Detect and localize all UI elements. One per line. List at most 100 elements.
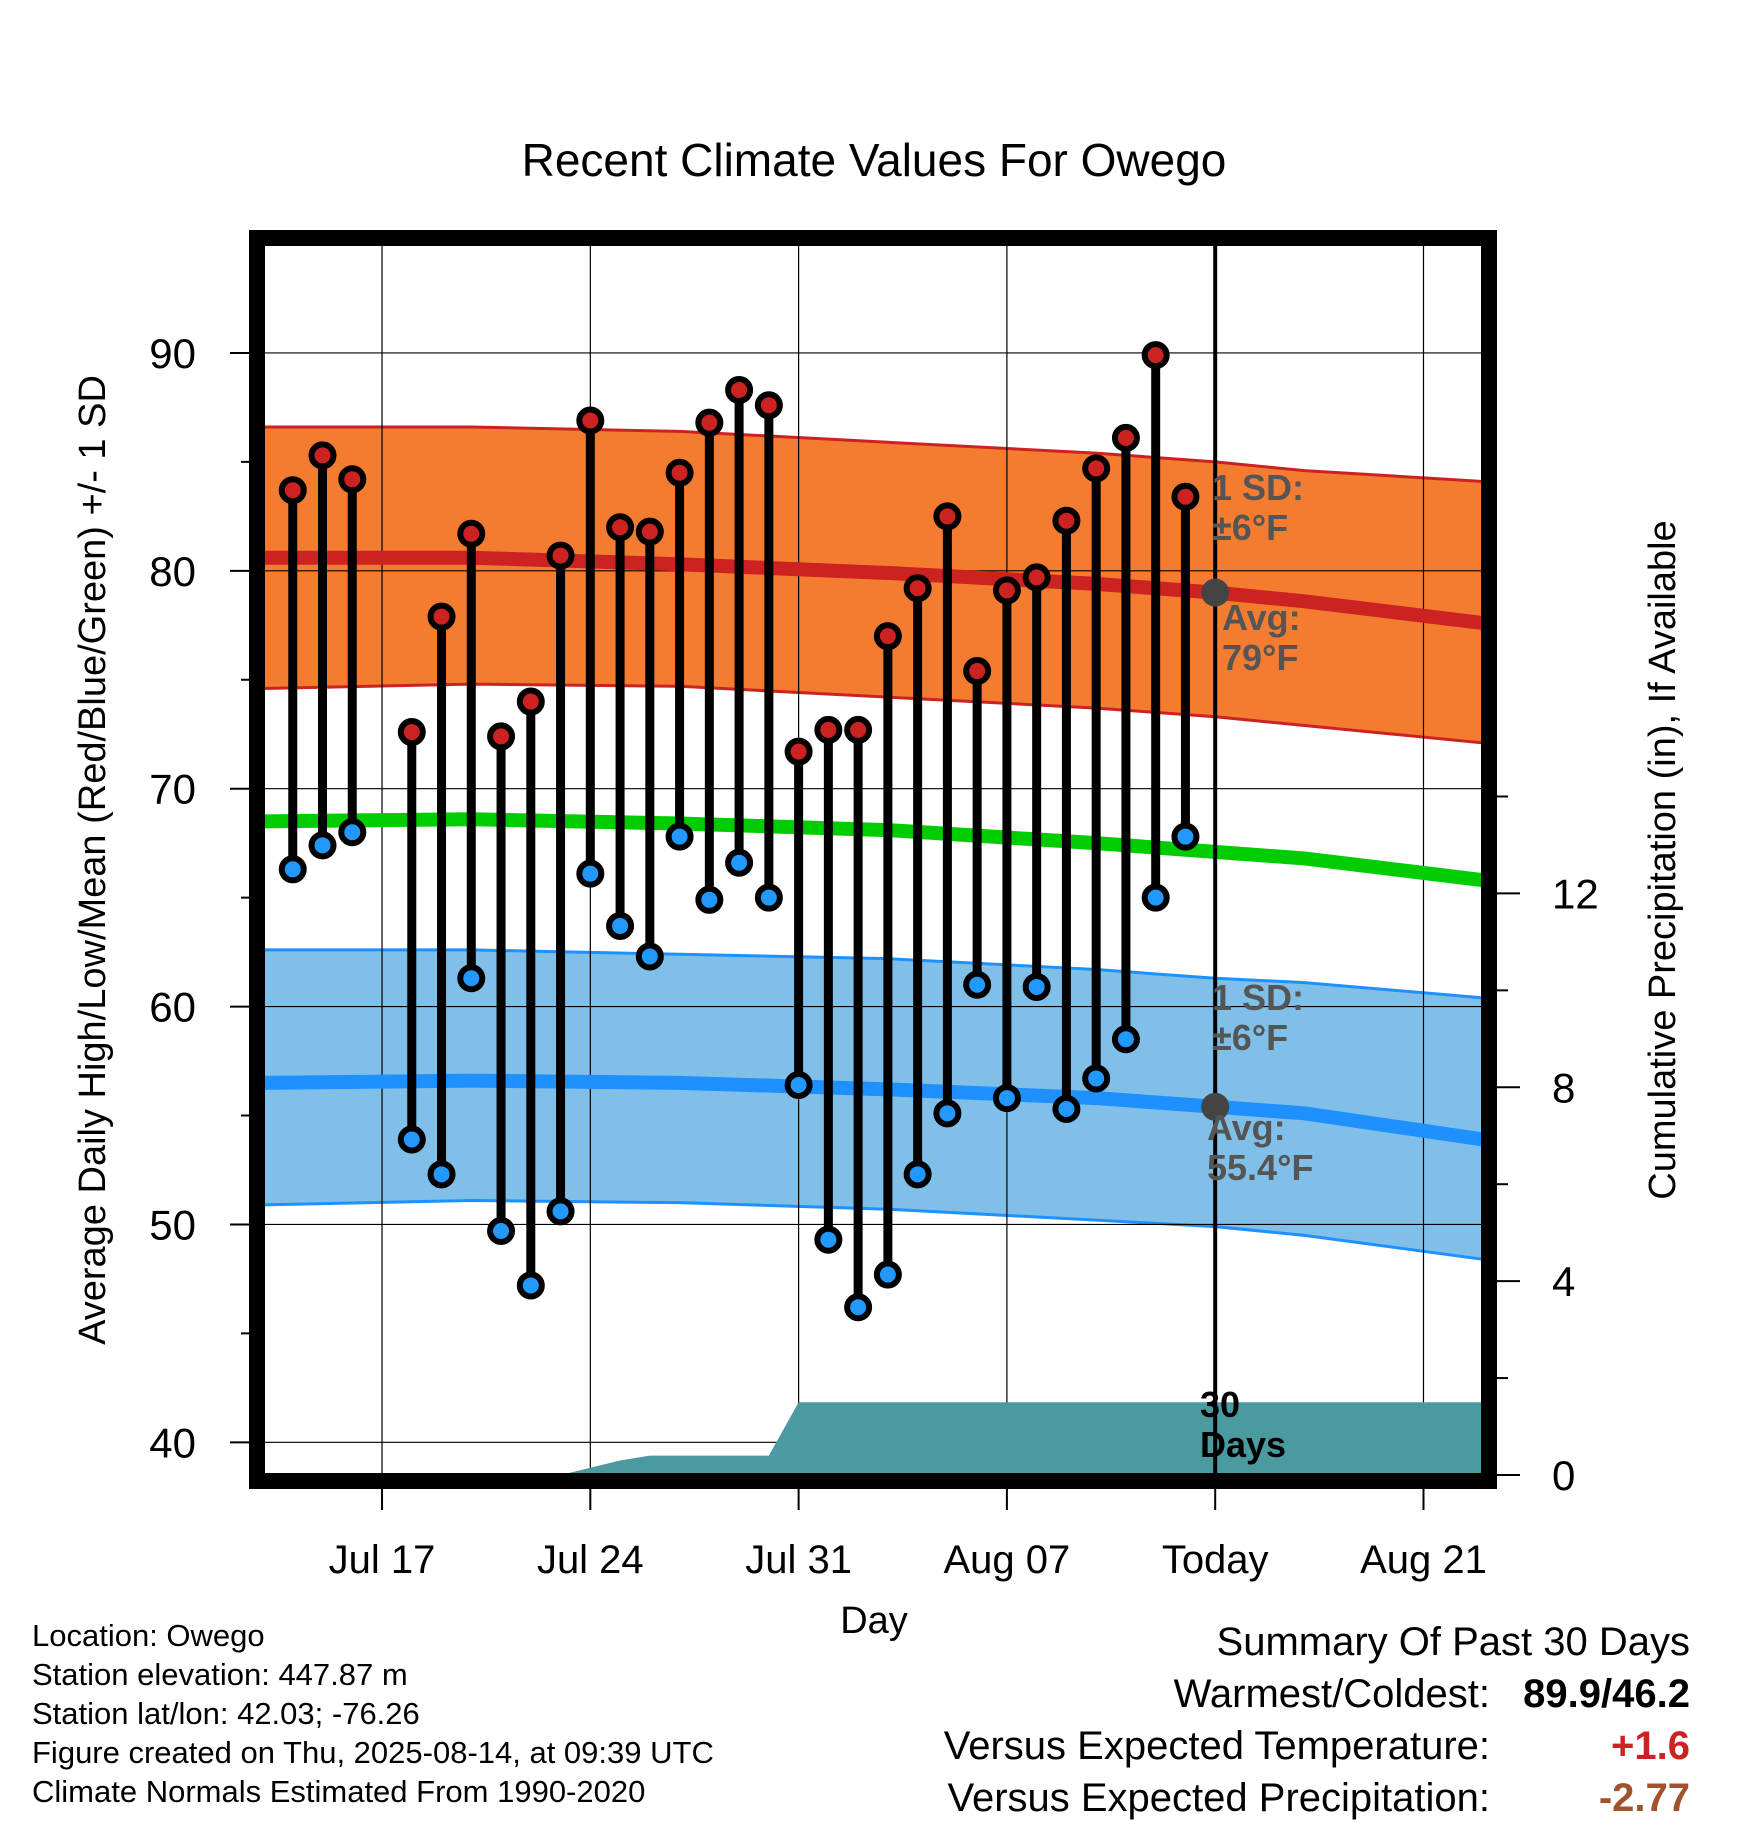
daily-low-marker — [873, 1260, 902, 1289]
daily-high-marker — [546, 541, 575, 570]
chart-title: Recent Climate Values For Owego — [522, 134, 1227, 186]
y-tick-label: 50 — [149, 1201, 196, 1248]
y-axis-label: Average Daily High/Low/Mean (Red/Blue/Gr… — [72, 375, 114, 1345]
normal-mean-line — [262, 812, 1484, 888]
daily-low-marker — [814, 1225, 843, 1254]
warm-value: 89.9/46.2 — [1523, 1672, 1690, 1716]
daily-high-marker — [844, 715, 873, 744]
daily-high-marker — [576, 406, 605, 435]
daily-observations — [278, 341, 1200, 1322]
low-sd-band — [263, 949, 1483, 1260]
summary-heading: Summary Of Past 30 Days — [1216, 1620, 1690, 1664]
x-tick-label: Jul 31 — [745, 1538, 852, 1582]
daily-high-marker — [963, 657, 992, 686]
x-tick-label: Today — [1162, 1538, 1269, 1582]
summary-precip-row: Versus Expected Precipitation: -2.77 — [944, 1772, 1690, 1824]
high-avg-annotation-line: Avg: — [1222, 597, 1301, 638]
daily-low-marker — [1022, 972, 1051, 1001]
daily-high-marker — [635, 517, 664, 546]
daily-high-marker — [278, 476, 307, 505]
normal-lines — [262, 550, 1485, 1147]
daily-low-marker — [308, 831, 337, 860]
temp-value: +1.6 — [1611, 1724, 1690, 1768]
daily-low-marker — [606, 911, 635, 940]
low-avg-annotation-line: 55.4°F — [1207, 1147, 1313, 1188]
axis-ticks: 40 50 60 70 80 90 0 4 8 12 Jul 17 Jul 24 Jul 31 Aug 0… — [149, 330, 1598, 1582]
daily-low-marker — [844, 1293, 873, 1322]
plot-border — [249, 230, 1497, 1489]
precip-value: -2.77 — [1598, 1776, 1690, 1820]
precipitation-area — [560, 1402, 1483, 1475]
created-text: Figure created on Thu, 2025-08-14, at 09… — [32, 1735, 714, 1770]
x-tick-label: Aug 21 — [1360, 1538, 1487, 1582]
normal-high-line — [263, 550, 1484, 631]
low-sd-annotation-line: 1 SD: — [1212, 977, 1304, 1018]
daily-low-marker — [546, 1197, 575, 1226]
y2-tick-label: 4 — [1552, 1258, 1575, 1305]
daily-low-marker — [1171, 822, 1200, 851]
daily-high-marker — [487, 722, 516, 751]
precip-annotation: 30 Days — [1200, 1384, 1286, 1465]
daily-low-marker — [963, 970, 992, 999]
warm-label: Warmest/Coldest: — [1173, 1672, 1490, 1716]
daily-low-marker — [992, 1084, 1021, 1113]
daily-high-marker — [992, 576, 1021, 605]
today-normal-low-dot — [1201, 1092, 1230, 1121]
high-sd-annotation-line: ±6°F — [1212, 507, 1288, 548]
daily-high-marker — [338, 465, 367, 494]
low-avg-annotation-line: Avg: — [1207, 1107, 1286, 1148]
precip-label: Versus Expected Precipitation: — [947, 1776, 1490, 1820]
daily-high-marker — [933, 502, 962, 531]
low-sd-annotation: 1 SD: ±6°F — [1212, 977, 1304, 1058]
low-avg-annotation: Avg: 55.4°F — [1207, 1107, 1313, 1188]
daily-low-marker — [784, 1071, 813, 1100]
low-sd-lower-edge — [262, 1198, 1484, 1261]
y-tick-label: 40 — [149, 1419, 196, 1466]
precip-annotation-line: Days — [1200, 1424, 1286, 1465]
daily-high-marker — [754, 391, 783, 420]
y2-tick-label: 0 — [1552, 1452, 1575, 1499]
daily-high-marker — [695, 408, 724, 437]
latlon-text: Station lat/lon: 42.03; -76.26 — [32, 1696, 420, 1731]
daily-high-marker — [873, 622, 902, 651]
daily-high-marker — [397, 718, 426, 747]
daily-high-marker — [1082, 454, 1111, 483]
x-axis-label: Day — [840, 1600, 908, 1642]
daily-low-marker — [278, 855, 307, 884]
precip-annotation-line: 30 — [1200, 1384, 1240, 1425]
daily-high-marker — [427, 602, 456, 631]
daily-low-marker — [1111, 1025, 1140, 1054]
daily-high-marker — [784, 737, 813, 766]
low-sd-annotation-line: ±6°F — [1212, 1017, 1288, 1058]
high-sd-annotation-line: 1 SD: — [1212, 467, 1304, 508]
y2-axis-label: Cumulative Precipitation (in), If Availa… — [1642, 520, 1684, 1199]
daily-low-marker — [754, 883, 783, 912]
high-sd-annotation: 1 SD: ±6°F — [1212, 467, 1304, 548]
daily-low-marker — [1082, 1064, 1111, 1093]
daily-low-marker — [635, 942, 664, 971]
summary-warm-row: Warmest/Coldest: 89.9/46.2 — [944, 1668, 1690, 1720]
daily-high-marker — [516, 687, 545, 716]
plot-frame — [249, 230, 1497, 1489]
daily-low-marker — [725, 848, 754, 877]
high-avg-annotation: Avg: 79°F — [1222, 597, 1301, 678]
daily-high-marker — [814, 715, 843, 744]
daily-high-marker — [606, 513, 635, 542]
precip-cumulative-area — [560, 1402, 1483, 1475]
daily-high-marker — [457, 519, 486, 548]
daily-low-marker — [1052, 1094, 1081, 1123]
low-sd-upper-edge — [263, 948, 1484, 1000]
daily-high-marker — [725, 375, 754, 404]
x-tick-label: Jul 17 — [329, 1538, 436, 1582]
station-info: Location: Owego Station elevation: 447.8… — [32, 1616, 714, 1811]
daily-low-marker — [487, 1216, 516, 1245]
daily-high-marker — [1171, 482, 1200, 511]
daily-high-marker — [1052, 506, 1081, 535]
daily-low-marker — [695, 885, 724, 914]
y-tick-label: 70 — [149, 766, 196, 813]
y-tick-label: 90 — [149, 330, 196, 377]
daily-low-marker — [457, 964, 486, 993]
elevation-text: Station elevation: 447.87 m — [32, 1657, 408, 1692]
daily-low-marker — [1141, 883, 1170, 912]
